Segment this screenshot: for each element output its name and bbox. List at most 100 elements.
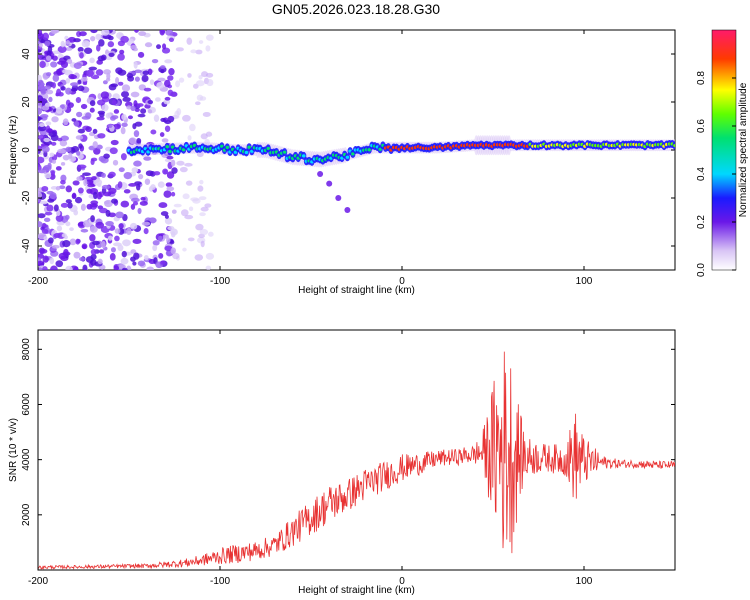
spectrogram-noise-blob bbox=[167, 75, 174, 81]
colorbar-tick-label: 0.4 bbox=[696, 167, 707, 181]
spectrogram-noise-blob bbox=[90, 215, 95, 223]
spectrogram-noise-blob bbox=[137, 51, 145, 58]
spectrogram-noise-blob bbox=[77, 128, 86, 134]
spectrogram-noise-blob bbox=[55, 214, 64, 222]
spectrogram-noise-blob bbox=[136, 138, 142, 144]
ridge-peak bbox=[351, 152, 355, 156]
spectrogram-noise-blob bbox=[57, 148, 67, 154]
spectrogram-noise-blob bbox=[150, 184, 156, 191]
spectrogram-noise-blob bbox=[130, 44, 137, 50]
spectrogram-noise-blob bbox=[42, 266, 48, 270]
spectrogram-noise-blob bbox=[89, 100, 96, 107]
spectrogram-noise-blob bbox=[170, 247, 177, 255]
spectrogram-noise-blob bbox=[150, 129, 157, 135]
spectrogram-noise-blob bbox=[77, 79, 82, 85]
spectrogram-noise-blob bbox=[153, 114, 160, 122]
spectrogram-noise-blob bbox=[43, 164, 52, 172]
spectrogram-noise-blob bbox=[107, 123, 113, 129]
spectrogram-noise-blob bbox=[51, 82, 56, 89]
snr-y-ticks: 2000 4000 6000 8000 bbox=[21, 338, 675, 526]
spectrogram-noise-blob bbox=[73, 251, 81, 259]
spectrogram-noise-blob bbox=[59, 140, 68, 147]
spectrogram-noise-blob bbox=[176, 108, 182, 116]
spectrogram-noise-blob bbox=[38, 101, 42, 106]
spectrogram-noise-blob bbox=[195, 223, 204, 231]
spectrogram-noise-blob bbox=[69, 227, 74, 232]
ridge-peak bbox=[170, 145, 175, 149]
spectrogram-noise-blob bbox=[102, 80, 108, 85]
spectrogram-noise-blob bbox=[157, 181, 165, 188]
spectrogram-noise-blob bbox=[57, 137, 63, 142]
spectrogram-noise-blob bbox=[121, 250, 127, 258]
spectrogram-noise-blob bbox=[81, 76, 88, 82]
spectrogram-noise-blob bbox=[82, 172, 91, 177]
spectrogram-noise-blob bbox=[195, 49, 203, 55]
spectrogram-noise-blob bbox=[70, 82, 79, 87]
ridge-peak bbox=[282, 150, 287, 154]
spectrogram-noise-blob bbox=[133, 30, 140, 33]
spectrogram-noise-blob bbox=[86, 203, 93, 210]
spectrogram-noise-blob bbox=[76, 150, 81, 156]
spectrogram-noise-blob bbox=[156, 81, 165, 89]
spectrogram-noise-blob bbox=[73, 62, 82, 69]
spectrogram-noise-blob bbox=[113, 242, 122, 247]
spectrogram-noise-blob bbox=[121, 84, 131, 92]
spectrogram-noise-blob bbox=[47, 128, 53, 133]
spectrogram-noise-blob bbox=[71, 145, 80, 153]
spectrogram-noise-blob bbox=[97, 55, 106, 62]
spectrogram-noise-blob bbox=[103, 200, 110, 205]
ridge-peak bbox=[181, 148, 186, 152]
spectrogram-noise-blob bbox=[100, 30, 110, 36]
spectrogram-noise-blob bbox=[65, 146, 72, 152]
spectrogram-noise-blob bbox=[130, 203, 136, 210]
snr-frame bbox=[37, 329, 676, 571]
spectrogram-noise-blob bbox=[44, 211, 53, 216]
spectrogram-noise-blob bbox=[65, 87, 72, 95]
spectrogram-noise-blob bbox=[47, 198, 55, 203]
spectrogram-noise-blob bbox=[127, 115, 134, 120]
ridge-peak bbox=[367, 148, 372, 152]
spectrogram-noise-blob bbox=[182, 247, 187, 252]
spectrogram-noise-blob bbox=[106, 72, 111, 80]
spectrogram-y-tick-label: 40 bbox=[21, 48, 32, 60]
spectrogram-noise-blob bbox=[75, 238, 81, 245]
spectrogram-noise-blob bbox=[44, 85, 52, 90]
spectrogram-noise-blob bbox=[65, 40, 71, 45]
spectrogram-noise-blob bbox=[107, 235, 113, 241]
spectrogram-noise-blob bbox=[44, 172, 52, 179]
spectrogram-noise-blob bbox=[76, 111, 83, 118]
spectrogram-noise-blob bbox=[110, 83, 119, 88]
spectrogram-noise-blob bbox=[140, 196, 146, 201]
spectrogram-noise-blob bbox=[40, 87, 47, 95]
spectrogram-noise-blob bbox=[205, 131, 213, 137]
spectrogram-noise-blob bbox=[41, 105, 50, 111]
spectrogram-noise-blob bbox=[81, 243, 88, 250]
spectrogram-noise-blob bbox=[105, 221, 114, 227]
spectrogram-noise-blob bbox=[38, 247, 45, 255]
spectrogram-noise-blob bbox=[67, 202, 73, 209]
spectrogram-noise-blob bbox=[70, 74, 78, 80]
spectrogram-noise-blob bbox=[122, 97, 131, 102]
spectrogram-noise-blob bbox=[77, 187, 84, 194]
spectrogram-noise-blob bbox=[133, 61, 138, 69]
spectrogram-noise-blob bbox=[109, 253, 116, 261]
spectrogram-noise-blob bbox=[60, 60, 69, 69]
ridge-peak bbox=[301, 154, 306, 158]
spectrogram-noise-blob bbox=[89, 234, 96, 242]
spectrogram-noise-blob bbox=[126, 227, 132, 236]
spectrogram-noise-blob bbox=[65, 78, 71, 84]
spectrogram-noise-blob bbox=[80, 228, 89, 233]
snr-y-tick-label: 8000 bbox=[21, 338, 32, 361]
spectrogram-noise-blob bbox=[170, 228, 178, 236]
spectrogram-noise-blob bbox=[51, 141, 57, 146]
spectrogram-noise-blob bbox=[125, 101, 133, 108]
spectrogram-noise-blob bbox=[205, 45, 211, 52]
spectrogram-noise-blob bbox=[138, 173, 144, 180]
spectrogram-noise-blob bbox=[200, 240, 205, 248]
spectrogram-noise-blob bbox=[129, 222, 138, 230]
snr-x-tick-label: -200 bbox=[28, 576, 48, 587]
spectrogram-noise-blob bbox=[103, 153, 110, 159]
spectrogram-noise-blob bbox=[152, 244, 158, 252]
spectrogram-x-tick-label: -200 bbox=[28, 276, 48, 287]
spectrogram-noise-blob bbox=[158, 202, 168, 209]
